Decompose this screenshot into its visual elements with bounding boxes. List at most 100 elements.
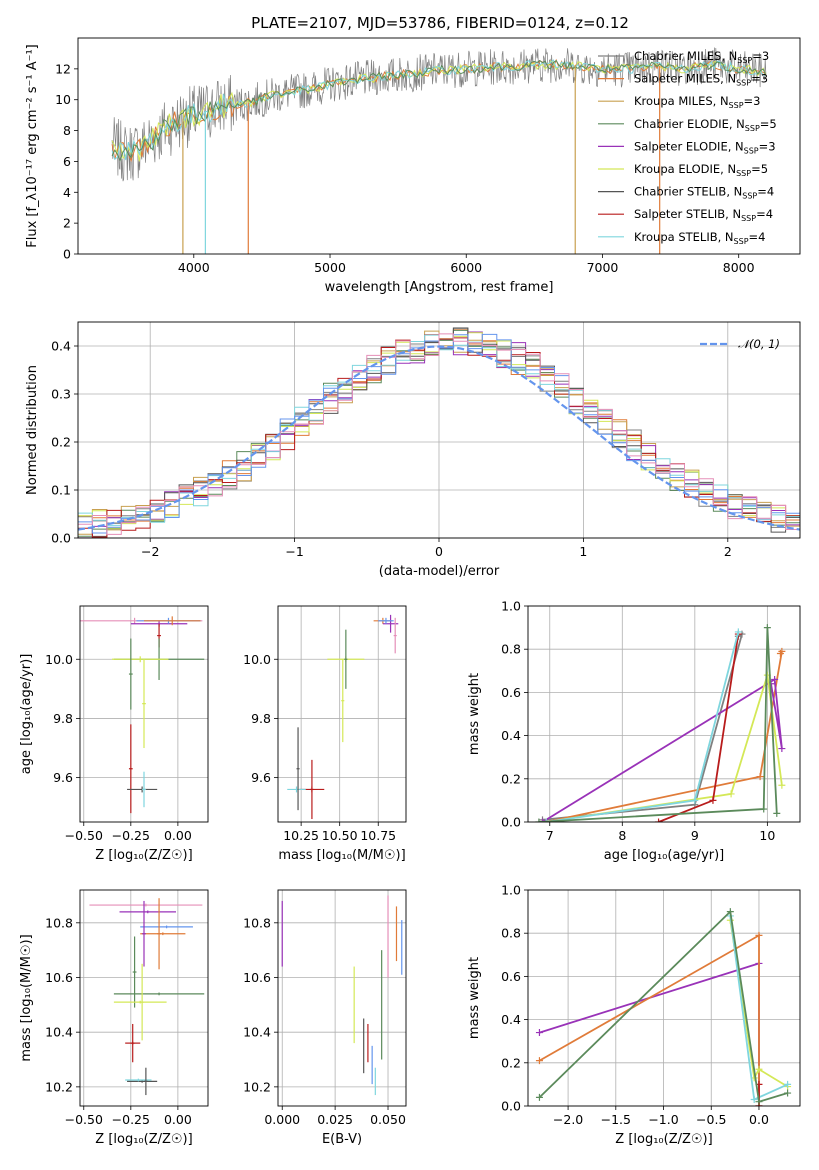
y-tick-label: 0.8 (501, 926, 521, 941)
axes-frame (277, 605, 407, 823)
x-tick-label: 2 (724, 544, 732, 559)
legend-label: 𝒩(0, 1) (738, 337, 780, 351)
plot-area-mass_vs_EBV (281, 895, 403, 1096)
x-tick-label: 10 (759, 828, 775, 843)
x-axis-label: Z [log₁₀(Z/Z☉)] (615, 1132, 712, 1147)
axes-frame (79, 889, 209, 1107)
x-tick-label: 9 (691, 828, 699, 843)
x-tick-label: 7000 (587, 260, 619, 275)
y-tick-label: 8 (63, 123, 71, 138)
panel-mw_vs_age: 7 8 9 10 0.0 0.2 0.4 0.6 0.8 1.0 age [log₁₀(age/yr… (467, 599, 801, 863)
y-tick-label: 1.0 (501, 883, 521, 898)
legend-label: Kroupa MILES, NSSP=3 (634, 94, 760, 110)
y-tick-label: 0.0 (501, 815, 521, 830)
y-tick-label: 10.4 (243, 1025, 271, 1040)
axes-frame (527, 605, 801, 823)
series-line (542, 677, 783, 822)
data-point (535, 1029, 543, 1037)
y-tick-label: 10.0 (45, 652, 73, 667)
y-tick-label: 9.8 (251, 711, 271, 726)
x-tick-label: −0.50 (65, 828, 103, 843)
x-tick-label: 4000 (178, 260, 210, 275)
x-tick-label: 0 (435, 544, 443, 559)
panel-age_vs_mass: 10.25 10.50 10.75 9.6 9.8 10.0 mass [log₁₀(M/M… (243, 605, 407, 863)
data-point (756, 773, 764, 781)
data-point (535, 1057, 543, 1065)
y-axis-label: Flux [f_λ10⁻¹⁷ erg cm⁻² s⁻¹ A⁻¹] (25, 44, 40, 248)
data-point (535, 1093, 543, 1101)
y-tick-label: 0.6 (501, 969, 521, 984)
y-axis-label: Normed distribution (25, 365, 40, 495)
data-point (773, 809, 781, 817)
y-tick-label: 10.6 (243, 970, 271, 985)
figure-title: PLATE=2107, MJD=53786, FIBERID=0124, z=0… (251, 14, 629, 32)
y-tick-label: 0.2 (51, 435, 71, 450)
data-point (539, 818, 547, 822)
data-point (778, 781, 786, 789)
data-point (755, 931, 763, 939)
y-tick-label: 10.2 (45, 1079, 73, 1094)
panel-mass_vs_EBV: 0.000 0.025 0.050 10.2 10.4 10.6 10.8 E(B-V) (243, 889, 407, 1147)
x-tick-label: −1.5 (601, 1112, 631, 1127)
x-axis-label: Z [log₁₀(Z/Z☉)] (95, 848, 192, 863)
data-point (755, 1098, 763, 1106)
series-line-model (111, 59, 766, 161)
data-point (771, 675, 779, 683)
y-tick-label: 6 (63, 154, 71, 169)
plot-area-age_vs_Z (80, 616, 205, 814)
x-tick-label: −1 (285, 544, 303, 559)
y-tick-label: 0.2 (501, 771, 521, 786)
data-point (763, 624, 771, 632)
data-point (709, 796, 717, 804)
x-tick-label: 8 (618, 828, 626, 843)
y-axis-label: mass weight (467, 957, 482, 1039)
axes-frame (527, 889, 801, 1107)
series-line (545, 631, 740, 822)
plot-area-mw_vs_Z (535, 908, 792, 1106)
series-line (545, 650, 783, 822)
y-tick-label: 1.0 (501, 599, 521, 614)
y-tick-label: 9.8 (53, 711, 73, 726)
series-line (538, 627, 778, 822)
x-tick-label: 10.50 (322, 828, 358, 843)
y-tick-label: 0.1 (51, 483, 71, 498)
y-tick-label: 10.6 (45, 970, 73, 985)
y-tick-label: 10.0 (243, 652, 271, 667)
y-tick-label: 2 (63, 216, 71, 231)
y-tick-label: 0.0 (501, 1099, 521, 1114)
data-point (755, 1065, 763, 1073)
y-tick-label: 0.2 (501, 1055, 521, 1070)
data-point (535, 818, 543, 822)
x-axis-label: Z [log₁₀(Z/Z☉)] (95, 1132, 192, 1147)
x-tick-label: 10.75 (360, 828, 396, 843)
plot-area-mw_vs_age (535, 624, 786, 822)
legend-label: Salpeter STELIB, NSSP=4 (634, 207, 773, 223)
series-line (539, 933, 760, 1106)
x-axis-label: (data-model)/error (379, 564, 500, 579)
y-tick-label: 10.2 (243, 1079, 271, 1094)
x-tick-label: 6000 (450, 260, 482, 275)
x-tick-label: 8000 (723, 260, 755, 275)
data-point (734, 628, 742, 636)
plot-area-spectrum (111, 47, 767, 254)
panel-mw_vs_Z: −2.0 −1.5 −1.0 −0.5 0.0 0.0 0.2 0.4 0.6 0.8 1.0 Z [… (467, 883, 801, 1147)
y-tick-label: 10 (55, 92, 71, 107)
plot-area-residuals (78, 327, 800, 538)
y-tick-label: 9.6 (53, 770, 73, 785)
series-line (538, 909, 788, 1103)
data-point (776, 650, 784, 658)
legend-label: Chabrier ELODIE, NSSP=5 (634, 117, 777, 133)
x-tick-label: 10.25 (283, 828, 319, 843)
x-axis-label: wavelength [Angstrom, rest frame] (325, 280, 554, 295)
legend-label: Chabrier STELIB, NSSP=4 (634, 185, 774, 201)
x-tick-label: −2.0 (553, 1112, 583, 1127)
legend-label: Salpeter MILES, NSSP=3 (634, 72, 768, 88)
x-tick-label: 0.00 (164, 1112, 192, 1127)
data-point (778, 745, 786, 753)
x-tick-label: 5000 (314, 260, 346, 275)
y-tick-label: 0.4 (51, 339, 71, 354)
y-axis-label: age [log₁₀(age/yr)] (19, 654, 34, 775)
x-tick-label: 7 (546, 828, 554, 843)
y-tick-label: 10.4 (45, 1025, 73, 1040)
data-point (691, 796, 699, 804)
